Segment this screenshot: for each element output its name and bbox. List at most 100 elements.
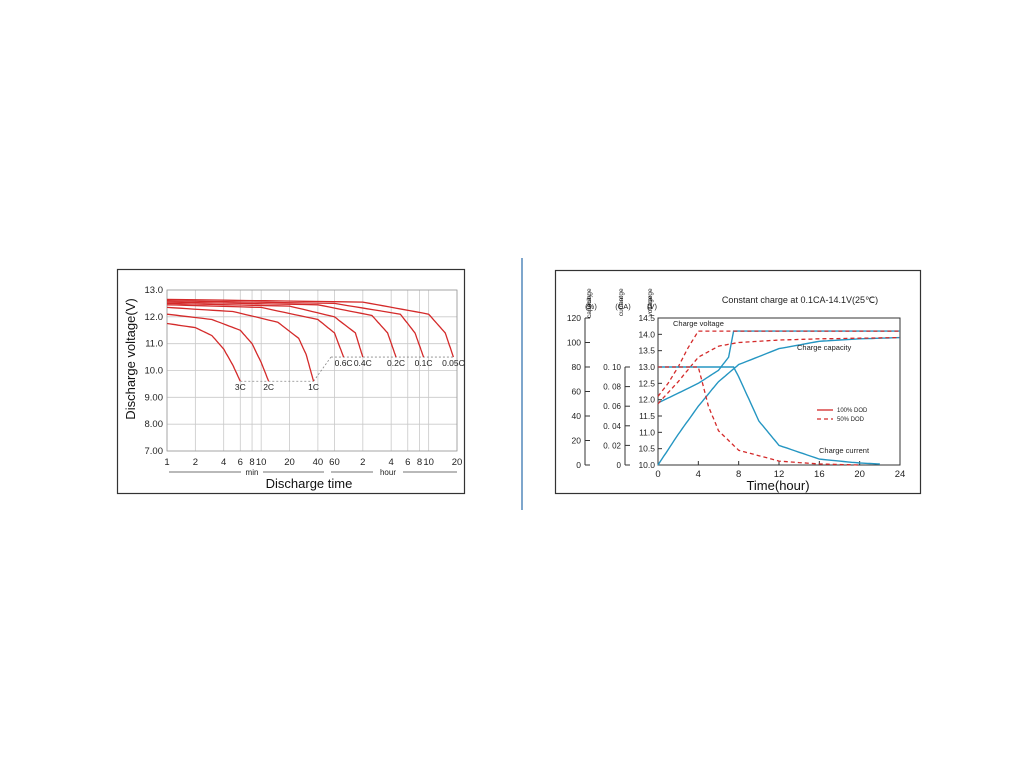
unit-row: min hour [169, 467, 457, 477]
y-axis-header: voltage [647, 295, 654, 316]
plot-border [166, 289, 458, 452]
x-tick: 4 [389, 457, 394, 468]
series-1C [166, 306, 315, 382]
x-tick: 20 [452, 457, 463, 468]
capacity-tick: 40 [572, 411, 582, 421]
x-tick: 6 [405, 457, 410, 468]
y-tick: 12.0 [145, 312, 164, 323]
y-tick: 7.00 [145, 446, 164, 457]
voltage-tick: 12.5 [638, 378, 655, 388]
capacity-tick: 60 [572, 387, 582, 397]
charge-chart: Constant charge at 0.1CA-14.1V(25℃) Char… [554, 269, 922, 495]
x-axis-title: Discharge time [266, 476, 353, 491]
series-0_4C [166, 302, 364, 358]
x-tick: 2 [193, 457, 198, 468]
chart-title: Constant charge at 0.1CA-14.1V(25℃) [722, 295, 878, 305]
series-0_6C [166, 304, 345, 358]
x-tick-labels: 1 2 4 6 8 10 20 40 60 2 4 6 8 10 20 [164, 457, 462, 468]
x-tick: 60 [329, 457, 340, 468]
annotations: Charge voltage Charge capacity Charge cu… [673, 319, 870, 455]
current-tick: 0. 04 [603, 422, 621, 431]
discharge-chart: 13.012.011.010.09.008.007.00 1 2 4 6 8 10 20 40… [116, 268, 466, 495]
x-axis-title: Time(hour) [746, 478, 809, 493]
series-0_05C [166, 298, 455, 358]
y-axis-header: current [618, 296, 625, 316]
series-lines [657, 330, 901, 466]
series-label: 1C [308, 382, 319, 392]
legend-100-dod: 100% DOD [837, 408, 868, 414]
legend: 100% DOD 50% DOD [817, 408, 868, 423]
current-tick: 0. 06 [603, 402, 621, 411]
y-tick: 9.00 [145, 392, 164, 403]
series-label: 0.2C [387, 358, 405, 368]
charge-voltage-annotation: Charge voltage [673, 319, 724, 328]
charge-current-annotation: Charge current [819, 446, 870, 455]
current-tick: 0 [617, 461, 622, 470]
x-tick: 20 [854, 469, 865, 480]
voltage-tick: 13.5 [638, 346, 655, 356]
y-axis-header: Charge [647, 288, 654, 310]
y-tick-labels: 13.0 12.0 11.0 10.0 9.00 8.00 7.00 [145, 285, 164, 457]
x-tick: 1 [164, 457, 169, 468]
voltage-tick: 11.5 [639, 411, 655, 421]
y-tick: 8.00 [145, 419, 164, 430]
series-label: 3C [235, 382, 246, 392]
voltage-tick: 14.5 [638, 313, 655, 323]
legend-50-dod: 50% DOD [837, 417, 865, 423]
series-charge-capacity-100-dod [657, 336, 901, 466]
voltage-tick: 12.0 [638, 395, 655, 405]
capacity-tick: 80 [572, 362, 582, 372]
capacity-tick: 120 [567, 313, 581, 323]
x-tick: 4 [696, 469, 701, 480]
voltage-tick: 10.5 [638, 444, 655, 454]
y-axis-title: Discharge voltage(V) [123, 298, 138, 419]
capacity-tick: 100 [567, 338, 581, 348]
series-label: 0.4C [354, 358, 372, 368]
hour-label-bg [373, 467, 403, 477]
series-3C [166, 322, 241, 382]
y-axis-unit: (CA) [615, 302, 631, 311]
series-2C [166, 313, 270, 382]
x-tick: 10 [256, 457, 267, 468]
series-0_1C [166, 300, 425, 358]
x-tick: 0 [655, 469, 660, 480]
x-tick: 24 [895, 469, 906, 480]
x-tick: 4 [221, 457, 226, 468]
x-tick: 12 [774, 469, 785, 480]
y-axis-header: Charge [586, 288, 593, 310]
voltage-tick: 13.0 [638, 362, 655, 372]
series-lines [166, 298, 455, 382]
charge-capacity-annotation: Charge capacity [797, 343, 851, 352]
panel-divider [521, 258, 523, 510]
x-tick: 8 [249, 457, 254, 468]
x-tick: 8 [417, 457, 422, 468]
y-axis-header: capacity [586, 293, 593, 318]
voltage-tick: 10.0 [638, 460, 655, 470]
x-tick: 16 [814, 469, 825, 480]
x-tick: 2 [360, 457, 365, 468]
x-tick: 20 [284, 457, 295, 468]
chart-frame [554, 269, 922, 495]
y-tick: 11.0 [145, 339, 163, 350]
x-tick: 40 [313, 457, 324, 468]
series-0_2C [166, 301, 397, 358]
y-axis-header: Charge [618, 288, 625, 310]
min-label-bg [241, 467, 263, 477]
capacity-tick: 0 [576, 460, 581, 470]
y-axis-unit: (%) [585, 302, 597, 311]
series-label: 0.6C [335, 358, 353, 368]
current-tick: 0. 10 [603, 363, 621, 372]
series-charge-current-100-dod [658, 366, 880, 465]
series-charge-capacity-50-dod [657, 336, 901, 405]
capacity-tick: 20 [572, 436, 582, 446]
series-labels: 3C 2C 1C 0.6C 0.4C 0.2C 0.1C 0.05C [235, 358, 465, 392]
voltage-tick: 11.0 [639, 427, 655, 437]
series-label: 0.1C [415, 358, 433, 368]
y-tick: 10.0 [145, 366, 164, 377]
y-axis-unit: (V) [647, 302, 658, 311]
current-tick: 0. 08 [603, 383, 621, 392]
x-tick: 6 [238, 457, 243, 468]
series-charge-current-50-dod [658, 366, 860, 466]
current-tick: 0. 02 [603, 441, 621, 450]
